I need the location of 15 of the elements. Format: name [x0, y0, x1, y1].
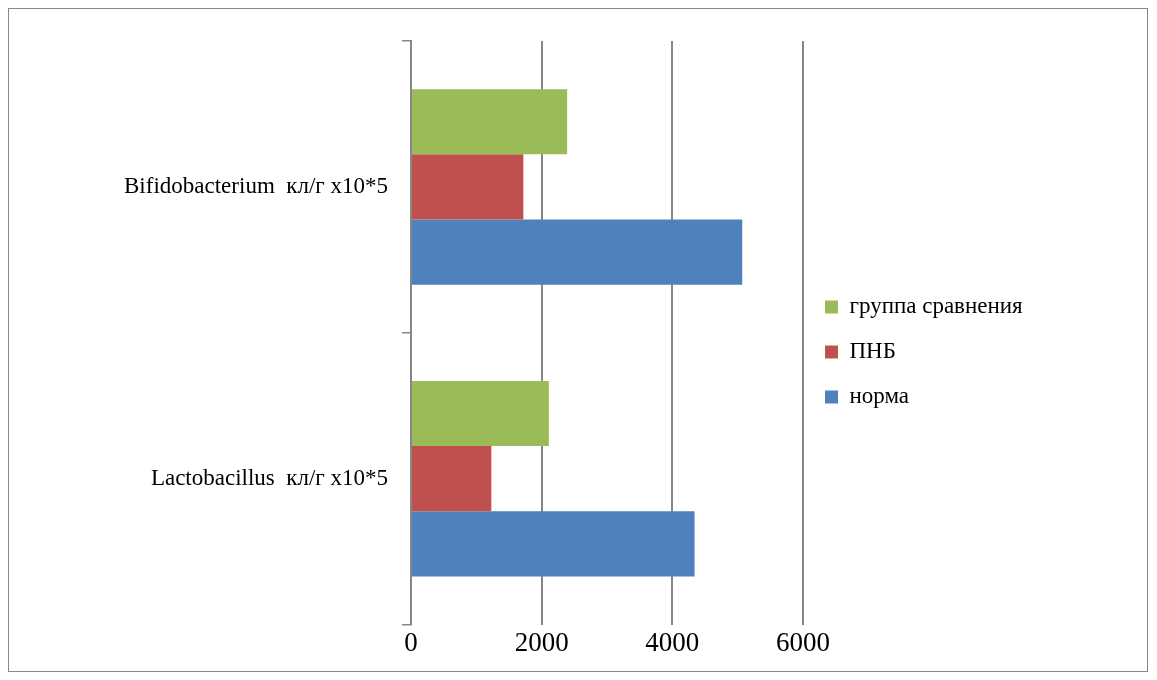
legend-label: группа сравнения: [849, 293, 1024, 319]
y-tick-label: Lactobacillus кл/г х10*5: [150, 464, 388, 490]
bar: [412, 446, 492, 512]
x-tick-label: 0: [404, 626, 418, 657]
x-tick-label: 2000: [514, 626, 569, 657]
bar: [412, 511, 695, 577]
y-tick-label: Bifidobacterium кл/г х10*5: [124, 172, 388, 198]
x-tick-label: 6000: [776, 626, 830, 657]
bar: [412, 380, 549, 447]
bar: [412, 89, 568, 155]
bar: [412, 219, 743, 285]
legend-label: ПНБ: [849, 338, 896, 364]
x-tick-label: 4000: [645, 626, 700, 657]
bar: [412, 154, 524, 220]
legend-label: норма: [849, 383, 910, 409]
